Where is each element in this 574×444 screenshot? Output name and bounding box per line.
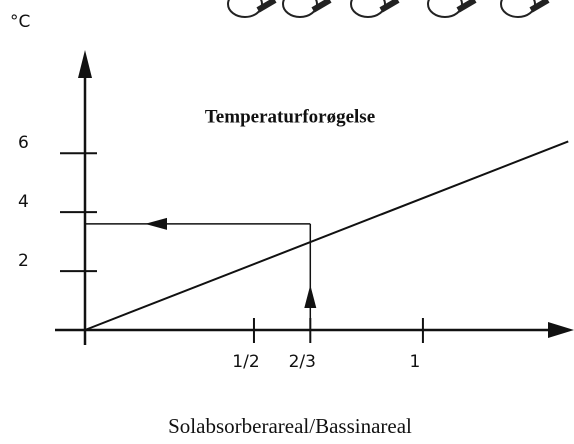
x-axis-label: Solabsorberareal/Bassinareal — [168, 414, 412, 438]
y-axis-label: °C — [10, 12, 30, 32]
y-tick-label: 6 — [18, 133, 29, 153]
reading-left-arrow — [145, 218, 167, 230]
x-tick-label: 2/3 — [289, 352, 316, 372]
x-tick-label: 1/2 — [232, 352, 259, 372]
y-tick-label: 2 — [18, 251, 29, 271]
chart-title: Temperaturforøgelse — [205, 106, 375, 127]
y-tick-label: 4 — [18, 192, 29, 212]
axes — [55, 50, 574, 345]
decor-icons — [228, 0, 548, 17]
line-series — [85, 141, 568, 330]
reading-up-arrow — [304, 285, 316, 308]
x-tick-label: 1 — [410, 352, 421, 372]
chart: °C Temperaturforøgelse Solabsorberareal/… — [0, 0, 574, 444]
